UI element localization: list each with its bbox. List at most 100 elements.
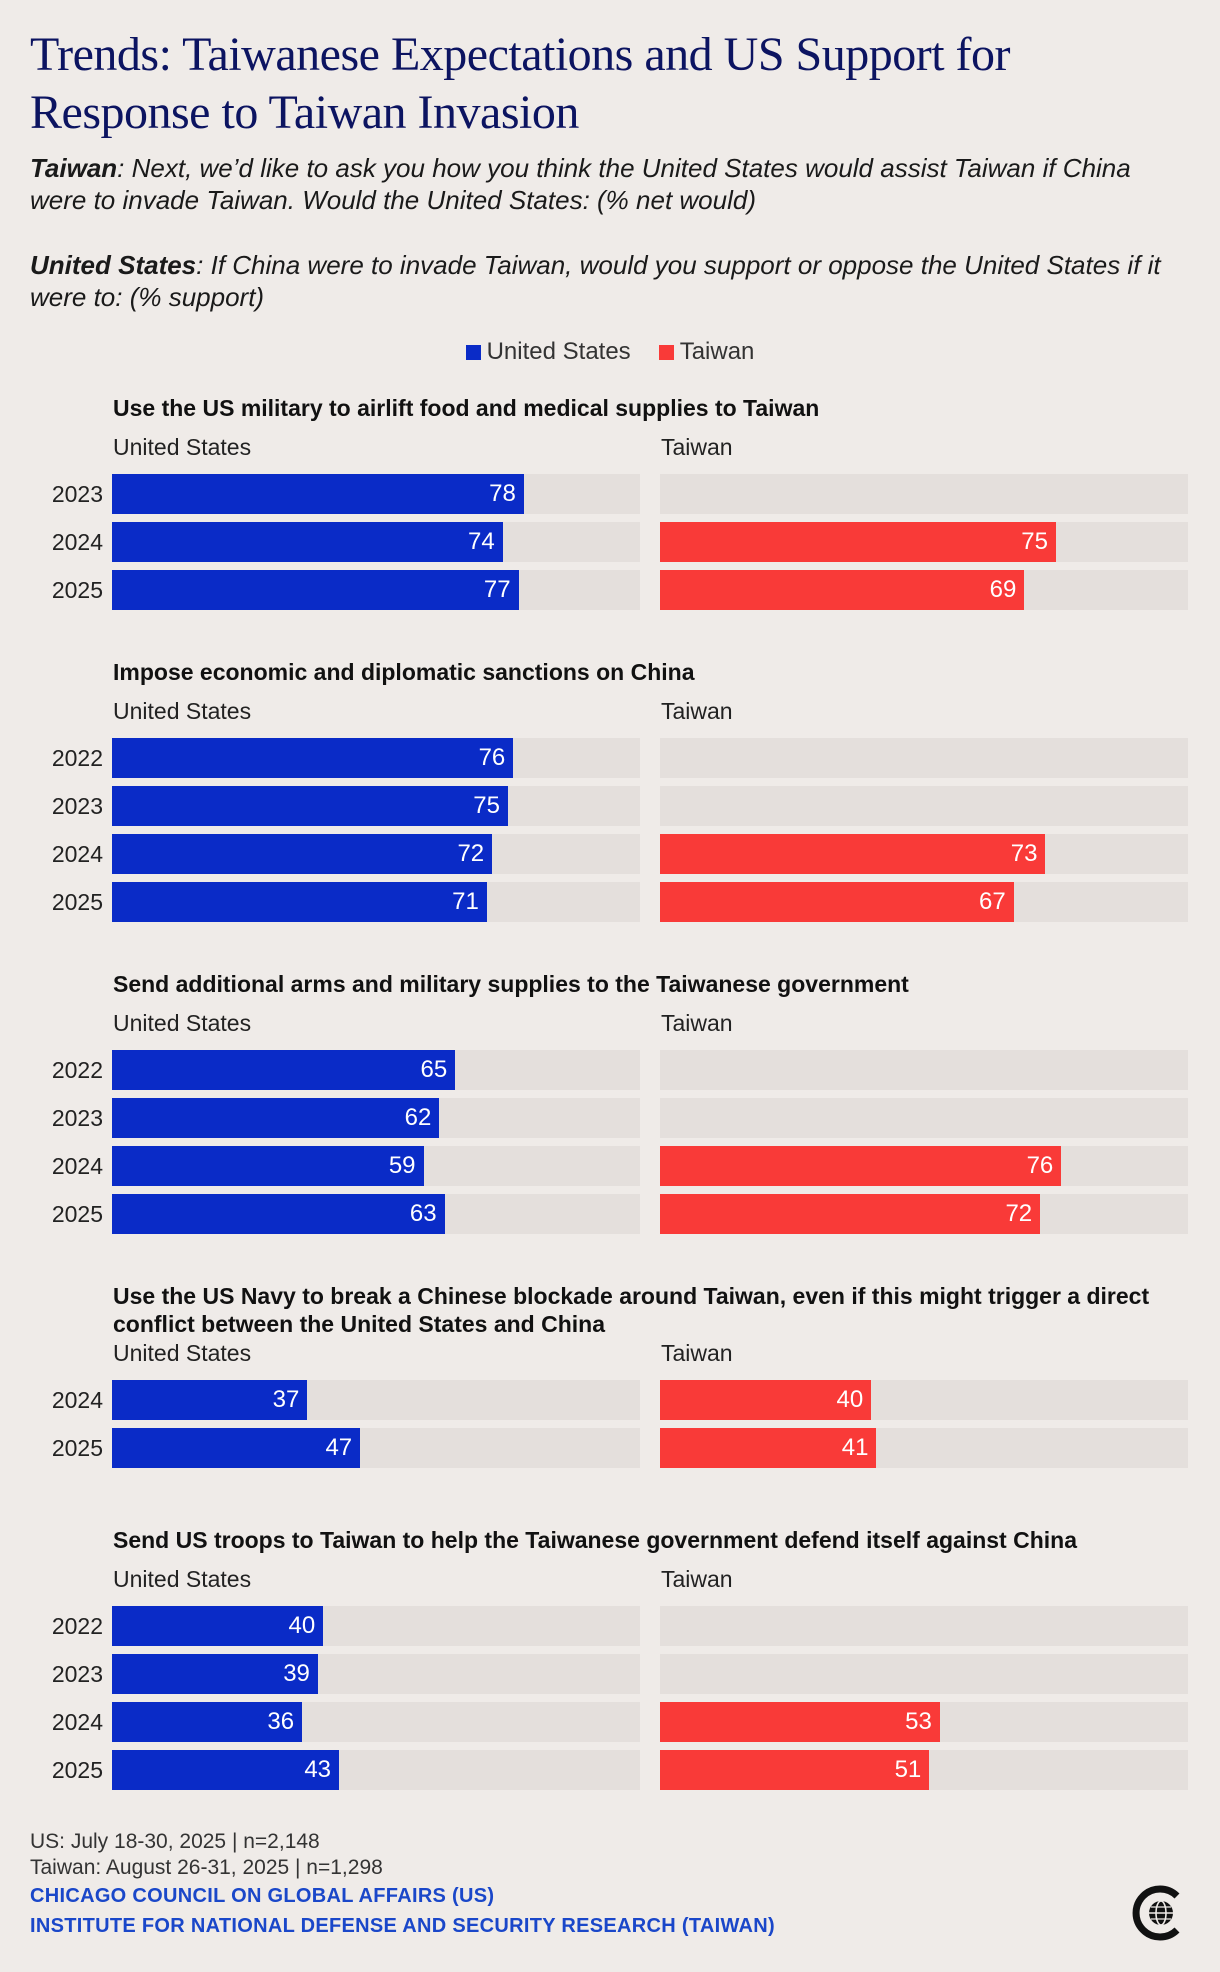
bar-value-label: 51 [894, 1756, 922, 1783]
bar-track-taiwan: 69 [660, 570, 1188, 610]
bar-us: 77 [112, 570, 519, 610]
bar-value-label: 73 [1010, 840, 1038, 867]
legend-swatch-taiwan [658, 344, 674, 360]
bar-track-us: 62 [112, 1098, 640, 1138]
year-label: 2023 [51, 793, 103, 819]
bar-row: 2024 37 40 [0, 1380, 1220, 1420]
bar-taiwan: 76 [660, 1146, 1062, 1186]
bar-row: 2023 78 [0, 474, 1220, 514]
bar-taiwan: 72 [660, 1194, 1041, 1234]
column-label-us: United States [113, 1566, 252, 1592]
bar-value-label: 76 [1026, 1152, 1054, 1179]
bar-value-label: 76 [478, 744, 506, 771]
bar-value-label: 67 [979, 888, 1006, 915]
panel-title: Send US troops to Taiwan to help the Tai… [113, 1527, 1078, 1553]
year-label: 2025 [51, 889, 103, 915]
column-label-taiwan: Taiwan [661, 1566, 733, 1592]
footer-source-chicago-council: CHICAGO COUNCIL ON GLOBAL AFFAIRS (US) [30, 1885, 495, 1907]
question-us-label: United States [30, 250, 197, 280]
footer-us-fieldwork: US: July 18-30, 2025 | n=2,148 [30, 1830, 320, 1853]
panel-title: Send additional arms and military suppli… [113, 971, 909, 997]
bar-value-label: 40 [836, 1386, 864, 1413]
bar-row: 2024 72 73 [0, 834, 1220, 874]
bar-value-label: 40 [288, 1612, 316, 1639]
bar-value-label: 63 [409, 1200, 437, 1227]
bar-track-taiwan: 51 [660, 1750, 1188, 1790]
bar-track-taiwan [660, 786, 1188, 826]
bar-track-taiwan: 72 [660, 1194, 1188, 1234]
question-taiwan-text: : Next, we’d like to ask you how you thi… [30, 153, 1131, 215]
bar-us: 72 [112, 834, 493, 874]
bar-track-taiwan [660, 1050, 1188, 1090]
bar-value-label: 41 [841, 1434, 869, 1461]
bar-taiwan: 67 [660, 882, 1014, 922]
panel-title: Use the US military to airlift food and … [113, 395, 820, 421]
year-label: 2023 [51, 1105, 103, 1131]
bar-track-us: 78 [112, 474, 640, 514]
bar-track-us: 39 [112, 1654, 640, 1694]
bar-value-label: 39 [283, 1660, 310, 1687]
bar-track-us: 47 [112, 1428, 640, 1468]
footer-source-indsr: INSTITUTE FOR NATIONAL DEFENSE AND SECUR… [30, 1915, 775, 1937]
bar-row: 2022 65 [0, 1050, 1220, 1090]
legend-item-taiwan: Taiwan [658, 338, 755, 366]
column-label-us: United States [113, 698, 252, 724]
bar-value-label: 75 [1021, 528, 1048, 555]
bar-value-label: 71 [452, 888, 479, 915]
legend-item-us: United States [465, 338, 631, 366]
bar-track-taiwan: 41 [660, 1428, 1188, 1468]
bar-track-us: 59 [112, 1146, 640, 1186]
bar-taiwan: 75 [660, 522, 1056, 562]
year-label: 2024 [51, 841, 103, 867]
bar-row: 2022 40 [0, 1606, 1220, 1646]
bar-us: 59 [112, 1146, 424, 1186]
bar-track-taiwan [660, 474, 1188, 514]
bar-taiwan: 40 [660, 1380, 872, 1420]
bar-us: 36 [112, 1702, 303, 1742]
question-us-text: : If China were to invade Taiwan, would … [30, 250, 1161, 312]
bar-track-us: 43 [112, 1750, 640, 1790]
bar-track-us: 40 [112, 1606, 640, 1646]
bar-track-taiwan: 67 [660, 882, 1188, 922]
bar-value-label: 69 [989, 576, 1017, 603]
legend-label-taiwan: Taiwan [679, 338, 755, 365]
panel-title: Use the US Navy to break a Chinese block… [113, 1283, 1150, 1337]
column-label-taiwan: Taiwan [661, 1010, 733, 1036]
legend-swatch-us [465, 344, 481, 360]
bar-track-taiwan: 73 [660, 834, 1188, 874]
bar-value-label: 62 [404, 1104, 432, 1131]
year-label: 2025 [51, 1201, 103, 1227]
bar-taiwan: 69 [660, 570, 1025, 610]
bar-value-label: 77 [483, 576, 511, 603]
year-label: 2022 [51, 745, 103, 771]
year-label: 2024 [51, 1153, 103, 1179]
column-label-us: United States [113, 1010, 252, 1036]
bar-row: 2025 47 41 [0, 1428, 1220, 1468]
bar-value-label: 43 [304, 1756, 332, 1783]
column-label-taiwan: Taiwan [661, 434, 733, 460]
bar-track-taiwan: 40 [660, 1380, 1188, 1420]
column-label-us: United States [113, 1340, 252, 1366]
bar-value-label: 75 [473, 792, 500, 819]
legend: United States Taiwan [0, 338, 1220, 366]
bar-track-taiwan: 76 [660, 1146, 1188, 1186]
bar-track-taiwan: 75 [660, 522, 1188, 562]
bar-us: 71 [112, 882, 487, 922]
bar-us: 65 [112, 1050, 456, 1090]
bar-us: 62 [112, 1098, 440, 1138]
bar-us: 40 [112, 1606, 324, 1646]
bar-value-label: 36 [267, 1708, 295, 1735]
column-label-us: United States [113, 434, 252, 460]
year-label: 2024 [51, 529, 103, 555]
bar-track-us: 72 [112, 834, 640, 874]
year-label: 2023 [51, 481, 103, 507]
bar-taiwan: 41 [660, 1428, 877, 1468]
bar-row: 2024 59 76 [0, 1146, 1220, 1186]
bar-track-us: 63 [112, 1194, 640, 1234]
year-label: 2025 [51, 1757, 103, 1783]
bar-us: 47 [112, 1428, 361, 1468]
bar-row: 2023 75 [0, 786, 1220, 826]
bar-us: 37 [112, 1380, 308, 1420]
bar-track-taiwan [660, 1098, 1188, 1138]
chicago-council-logo-icon [1132, 1885, 1180, 1941]
